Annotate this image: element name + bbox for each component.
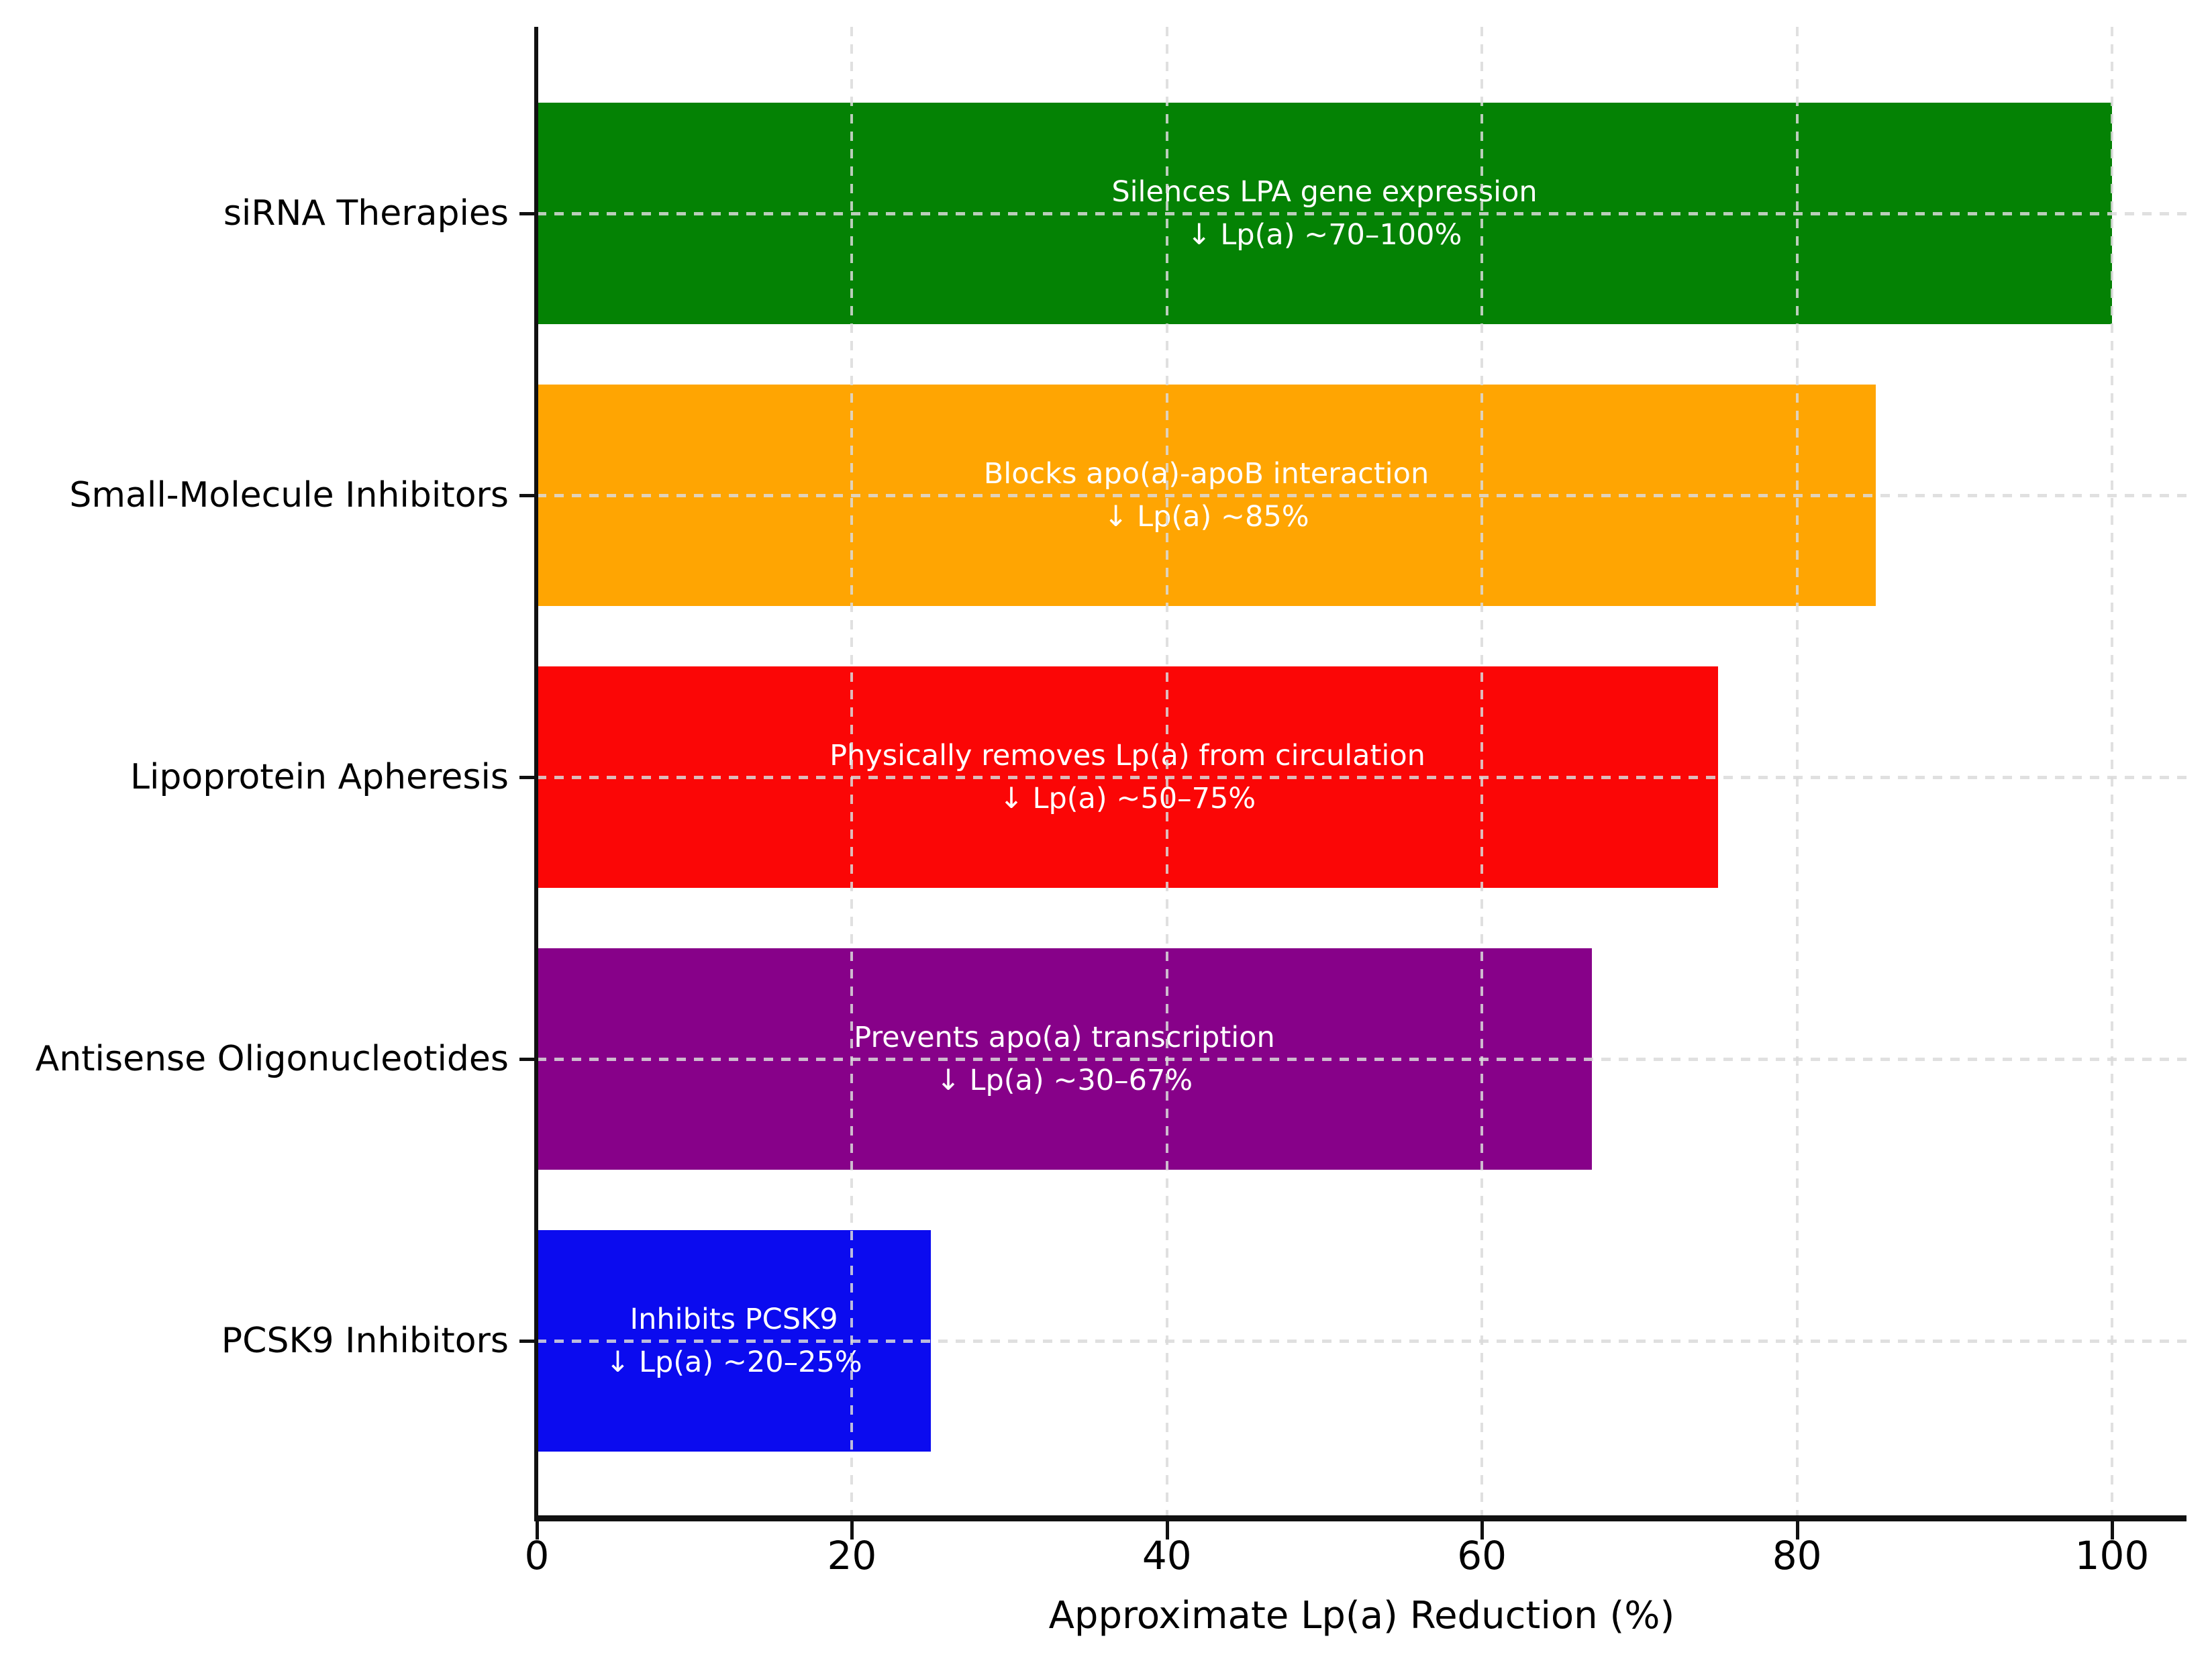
y-tick-label: Lipoprotein Apheresis <box>130 757 509 797</box>
x-axis-spine <box>534 1515 2186 1521</box>
x-tick <box>1795 1521 1799 1540</box>
grid-vline <box>850 27 854 1518</box>
y-axis-spine <box>534 27 538 1521</box>
x-tick-label: 60 <box>1457 1533 1507 1578</box>
bar-annotation-line1: Blocks apo(a)-apoB interaction <box>983 457 1429 491</box>
bar-annotation-line1: Physically removes Lp(a) from circulatio… <box>830 739 1425 772</box>
bar-annotation-line1: Inhibits PCSK9 <box>630 1303 838 1336</box>
y-tick <box>519 1058 537 1061</box>
grid-hline <box>537 1058 2186 1061</box>
x-tick <box>1480 1521 1485 1540</box>
y-tick <box>519 1340 537 1343</box>
x-tick-label: 40 <box>1142 1533 1192 1578</box>
y-tick-label: siRNA Therapies <box>223 193 509 234</box>
x-tick-label: 0 <box>524 1533 550 1578</box>
x-tick <box>1165 1521 1169 1540</box>
bar-annotation-line2: ↓ Lp(a) ~85% <box>1103 500 1309 534</box>
bar-annotation-line2: ↓ Lp(a) ~70–100% <box>1187 218 1462 252</box>
y-tick <box>519 776 537 779</box>
grid-hline <box>537 1340 2186 1343</box>
y-tick <box>519 212 537 215</box>
x-axis-title: Approximate Lp(a) Reduction (%) <box>1048 1594 1675 1637</box>
grid-hline <box>537 494 2186 497</box>
bar-annotation-line2: ↓ Lp(a) ~30–67% <box>936 1064 1193 1097</box>
grid-hline <box>537 212 2186 215</box>
y-tick <box>519 494 537 497</box>
y-tick-label: Small-Molecule Inhibitors <box>69 475 509 515</box>
x-tick-label: 100 <box>2074 1533 2150 1578</box>
y-tick-label: PCSK9 Inhibitors <box>221 1321 509 1361</box>
grid-vline <box>1795 27 1799 1518</box>
x-tick-label: 20 <box>827 1533 877 1578</box>
grid-hline <box>537 776 2186 779</box>
bar-annotation-line2: ↓ Lp(a) ~20–25% <box>605 1346 862 1379</box>
grid-vline <box>1480 27 1484 1518</box>
x-tick-label: 80 <box>1772 1533 1822 1578</box>
x-tick <box>536 1521 539 1540</box>
grid-vline <box>2111 27 2113 1518</box>
grid-vline <box>1165 27 1168 1518</box>
x-tick <box>2111 1521 2114 1540</box>
y-tick-label: Antisense Oligonucleotides <box>35 1039 509 1079</box>
bar-annotation-line1: Silences LPA gene expression <box>1111 175 1538 209</box>
x-tick <box>850 1521 854 1540</box>
bar-annotation-line2: ↓ Lp(a) ~50–75% <box>999 782 1256 815</box>
bar-annotation-line1: Prevents apo(a) transcription <box>854 1021 1275 1054</box>
